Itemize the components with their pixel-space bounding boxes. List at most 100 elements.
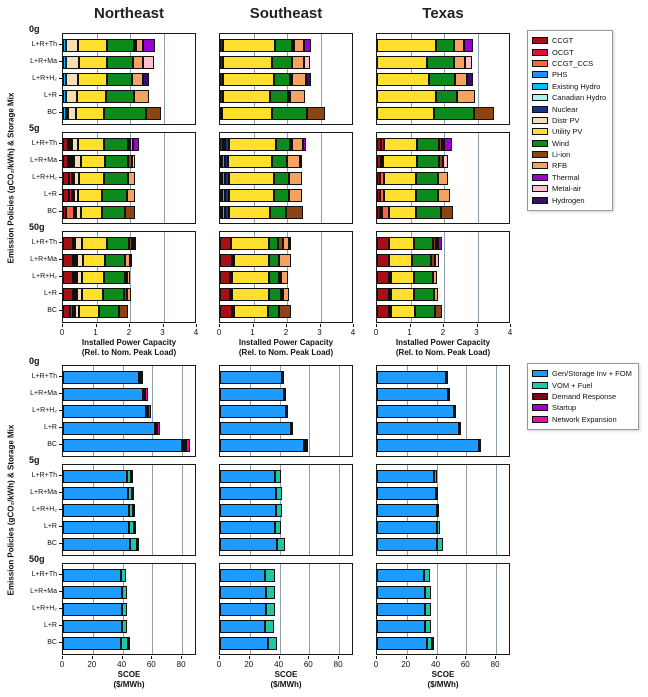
segment-CCGT xyxy=(377,254,389,267)
x-tick-mark xyxy=(286,324,287,327)
bar-Texas-5g-L+R+Ma xyxy=(377,487,438,500)
y-tick-mark xyxy=(59,492,62,493)
legend-item-label: Distr PV xyxy=(552,115,580,125)
segment-Utility PV xyxy=(82,288,103,301)
segment-Gen/Storage Inv + FOM xyxy=(63,487,128,500)
segment-Li-ion xyxy=(128,155,132,168)
gridline xyxy=(477,232,479,322)
bar-Northeast-50g-L+R xyxy=(63,288,131,301)
panel-Texas-5g xyxy=(376,132,510,224)
x-tick-mark xyxy=(219,656,220,659)
segment-Existing Hydro xyxy=(63,107,67,120)
bar-Southeast-0g-L+R+H₂ xyxy=(220,73,312,86)
segment-Existing Hydro xyxy=(72,155,75,168)
segment-Wind xyxy=(273,189,289,202)
bar-Texas-0g-BC xyxy=(377,439,481,452)
x-tick-mark xyxy=(476,324,478,327)
bar-Texas-50g-L+R+Ma xyxy=(377,254,439,267)
segment-VOM + Fuel xyxy=(286,405,289,418)
panel-Northeast-5g xyxy=(62,464,196,556)
x-tick-label: 3 xyxy=(317,328,322,337)
segment-VOM + Fuel xyxy=(277,538,285,551)
segment-RFB xyxy=(130,138,133,151)
row-label: L+R+Ma xyxy=(30,156,57,164)
segment-CCGT xyxy=(377,138,382,151)
row-label: L+R xyxy=(43,423,57,431)
segment-Thermal xyxy=(304,39,311,52)
bar-Northeast-0g-BC xyxy=(63,439,190,452)
gridline xyxy=(477,34,479,124)
segment-VOM + Fuel xyxy=(266,586,276,599)
panel-title: Southeast xyxy=(249,5,323,22)
segment-Gen/Storage Inv + FOM xyxy=(63,405,147,418)
row-label: L+R+Th xyxy=(31,372,57,380)
segment-Metal-air xyxy=(443,155,449,168)
segment-Gen/Storage Inv + FOM xyxy=(63,603,122,616)
y-tick-mark xyxy=(59,591,62,592)
bar-Texas-0g-L+R xyxy=(377,422,461,435)
segment-Wind xyxy=(273,73,291,86)
gridline xyxy=(339,465,341,555)
bar-Northeast-5g-L+R+Th xyxy=(63,138,139,151)
segment-Utility PV xyxy=(77,90,106,103)
segment-Utility PV xyxy=(384,172,417,185)
gridline xyxy=(163,133,165,223)
row-label: L+R+Th xyxy=(31,238,57,246)
segment-OCGT xyxy=(69,189,72,202)
bar-Texas-0g-L+R xyxy=(377,90,476,103)
bar-Northeast-5g-L+R+H₂ xyxy=(63,172,135,185)
segment-Gen/Storage Inv + FOM xyxy=(220,504,276,517)
y-tick-mark xyxy=(59,642,62,643)
segment-Utility PV xyxy=(81,206,102,219)
segment-VOM + Fuel xyxy=(453,405,456,418)
segment-Nuclear xyxy=(220,107,222,120)
bar-Northeast-50g-BC xyxy=(63,305,129,318)
legend-item: Canadian Hydro xyxy=(532,92,606,103)
segment-Gen/Storage Inv + FOM xyxy=(220,405,287,418)
segment-CCGT xyxy=(377,288,389,301)
panel-title: Texas xyxy=(422,5,464,22)
bar-Texas-0g-L+R+H₂ xyxy=(377,405,456,418)
group-label: 50g xyxy=(29,554,45,564)
row-label: L+R+H₂ xyxy=(32,406,57,414)
segment-CCGT xyxy=(220,305,232,318)
segment-Metal-air xyxy=(143,56,155,69)
legend-item-label: Nuclear xyxy=(552,104,578,114)
segment-RFB xyxy=(128,172,135,185)
segment-Wind xyxy=(433,107,475,120)
segment-VOM + Fuel xyxy=(182,439,185,452)
y-tick-mark xyxy=(59,410,62,411)
segment-RFB xyxy=(278,254,291,267)
segment-Utility PV xyxy=(228,189,274,202)
bar-Northeast-0g-L+R+Ma xyxy=(63,388,148,401)
gridline xyxy=(130,232,131,322)
bar-Southeast-50g-BC xyxy=(220,637,278,650)
legend-color-swatch xyxy=(532,139,548,147)
segment-Thermal xyxy=(289,237,292,250)
segment-Wind xyxy=(435,39,455,52)
gridline xyxy=(182,465,184,555)
legend-color-swatch xyxy=(532,381,548,389)
segment-Distr PV xyxy=(77,271,83,284)
segment-Nuclear xyxy=(220,90,223,103)
segment-Li-ion xyxy=(430,254,435,267)
legend-color-swatch xyxy=(532,71,548,79)
segment-Nuclear xyxy=(220,73,223,86)
x-axis-label: Installed Power Capacity (Rel. to Nom. P… xyxy=(395,338,491,357)
gridline xyxy=(309,564,311,654)
x-axis-label: SCOE ($/MWh) xyxy=(113,670,145,689)
segment-Wind xyxy=(101,206,125,219)
legend-item-label: Hydrogen xyxy=(552,195,585,205)
legend-color-swatch xyxy=(532,404,548,412)
segment-OCGT xyxy=(68,138,71,151)
legend-item-label: Existing Hydro xyxy=(552,81,601,91)
segment-Utility PV xyxy=(383,155,417,168)
segment-Nuclear xyxy=(224,189,229,202)
segment-CCGT xyxy=(220,237,231,250)
x-tick-mark xyxy=(495,656,497,659)
y-tick-mark xyxy=(59,242,62,243)
segment-Li-ion xyxy=(133,39,136,52)
row-label: BC xyxy=(47,306,57,314)
gridline xyxy=(339,564,341,654)
segment-Metal-air xyxy=(465,56,472,69)
